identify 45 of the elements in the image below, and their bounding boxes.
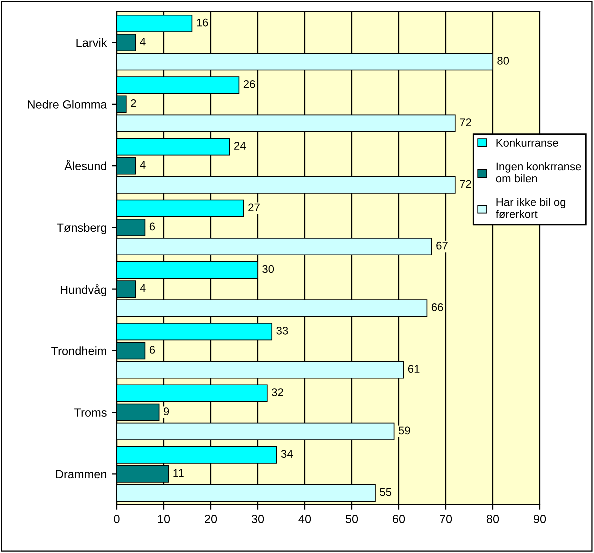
legend-label: Ingen konkrranse om bilen (496, 162, 582, 183)
data-label: 6 (150, 222, 156, 231)
y-tick-label: Larvik (76, 38, 108, 48)
data-label: 4 (140, 284, 146, 292)
data-label: 2 (131, 100, 136, 108)
x-tick-label: 30 (252, 515, 264, 524)
data-label: 24 (234, 142, 246, 150)
data-label: 66 (432, 304, 444, 312)
y-tick-label: Drammen (56, 470, 107, 479)
y-tick-label: Ålesund (64, 160, 107, 170)
x-tick-label: 70 (440, 515, 452, 524)
legend-label: Konkurranse (496, 138, 558, 147)
data-label: 55 (380, 488, 392, 496)
x-tick-label: 90 (534, 515, 546, 524)
x-tick-label: 40 (298, 515, 312, 524)
data-label: 6 (150, 346, 156, 354)
data-label: 67 (436, 242, 448, 250)
data-label: 72 (460, 118, 472, 126)
x-tick-label: 0 (114, 515, 120, 524)
y-tick-label: Nedre Glomma (28, 100, 108, 109)
y-tick-label: Troms (74, 408, 107, 417)
data-label: 30 (262, 265, 274, 274)
x-tick-label: 20 (205, 515, 218, 524)
y-tick-label: Tønsberg (57, 223, 107, 234)
data-label: 11 (174, 469, 184, 478)
data-label: 61 (408, 365, 420, 374)
data-label: 16 (197, 18, 208, 27)
data-label: 4 (140, 38, 146, 46)
x-tick-label: 50 (346, 515, 358, 524)
data-label: 59 (398, 426, 410, 435)
y-tick-label: Hundvåg (60, 284, 107, 297)
legend-label: Har ikke bil og førerkort (496, 198, 566, 218)
data-label: 33 (276, 326, 288, 335)
data-label: 80 (498, 57, 510, 65)
data-label: 9 (164, 408, 170, 416)
data-label: 26 (244, 80, 256, 88)
data-label: 4 (140, 161, 146, 169)
data-label: 27 (248, 204, 260, 212)
data-label: 34 (281, 450, 293, 458)
data-label: 32 (272, 388, 284, 396)
x-tick-label: 60 (393, 515, 406, 524)
x-tick-label: 10 (158, 515, 170, 524)
y-tick-label: Trondheim (52, 346, 107, 356)
data-label: 72 (460, 180, 472, 188)
x-tick-label: 80 (486, 515, 500, 524)
